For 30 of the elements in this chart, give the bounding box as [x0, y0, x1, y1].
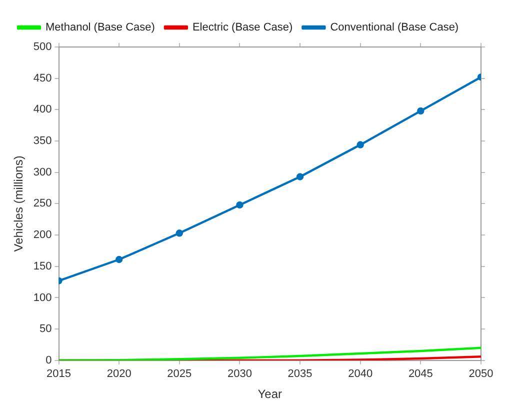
x-tick-label: 2035: [288, 368, 312, 380]
y-tick-label: 350: [33, 135, 52, 148]
point: [236, 201, 244, 209]
point: [296, 173, 304, 180]
y-axis-title: Vehicles (millions): [12, 156, 26, 252]
legend-label: Methanol (Base Case): [46, 22, 155, 34]
x-tick-label: 2045: [408, 368, 433, 380]
y-tick-label: 400: [33, 104, 52, 116]
y-tick-label: 450: [33, 72, 52, 84]
y-tick-label: 500: [33, 41, 52, 54]
point: [115, 256, 123, 264]
y-tick-label: 250: [33, 198, 52, 210]
x-axis-title: Year: [258, 387, 282, 402]
y-tick-label: 200: [33, 229, 52, 242]
y-tick-label: 0: [46, 354, 52, 366]
x-tick-label: 2025: [167, 368, 192, 380]
x-tick-label: 2015: [46, 368, 71, 380]
y-tick-label: 50: [40, 323, 52, 336]
y-tick-label: 150: [33, 260, 52, 272]
x-tick-label: 2040: [348, 368, 373, 380]
x-tick-label: 2020: [106, 368, 132, 380]
point: [356, 141, 364, 148]
legend-label: Conventional (Base Case): [330, 22, 459, 34]
point: [417, 107, 424, 115]
x-tick-label: 2030: [227, 368, 252, 380]
point: [176, 230, 183, 237]
y-tick-label: 100: [33, 292, 52, 304]
legend-label: Electric (Base Case): [192, 22, 293, 34]
x-tick-label: 2050: [468, 368, 494, 380]
y-tick-label: 300: [33, 166, 52, 178]
